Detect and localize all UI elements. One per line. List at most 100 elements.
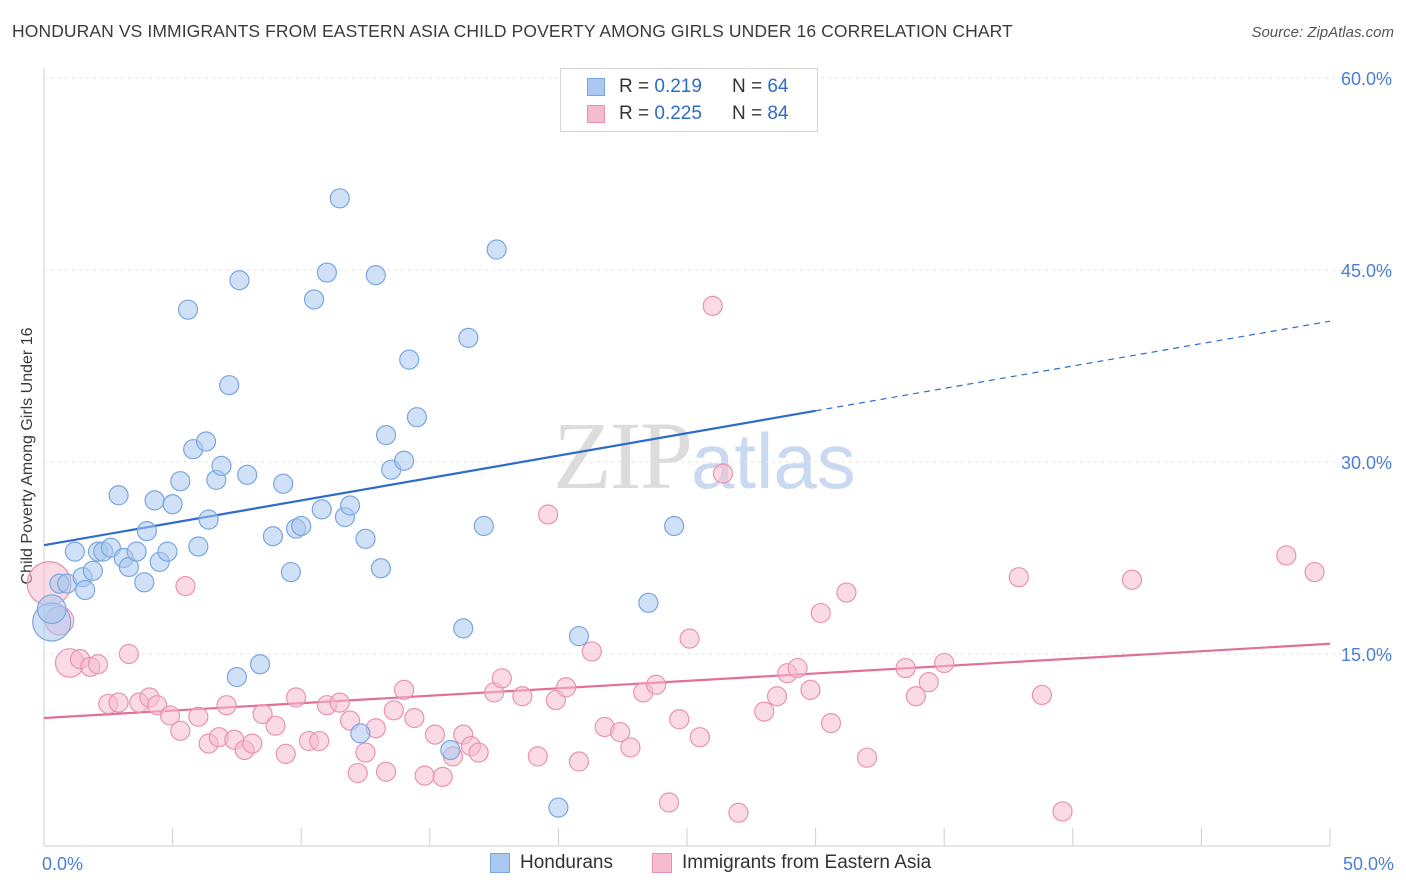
point-immigrants [424,724,446,745]
trend-line-hondurans [43,409,816,547]
y-tick-label: 15.0% [1341,645,1392,665]
legend-item-hondurans: Hondurans [490,852,613,874]
point-immigrants [766,686,788,707]
point-hondurans [162,494,183,515]
point-immigrants [1031,684,1053,706]
point-immigrants [188,706,209,727]
point-hondurans [249,654,271,675]
point-immigrants [856,747,878,768]
point-immigrants [491,668,512,689]
point-hondurans [226,666,247,688]
series-hondurans-points [32,67,762,818]
point-immigrants [527,746,548,767]
point-hondurans [664,515,685,537]
legend-swatch-pink [587,105,605,123]
point-hondurans [440,739,461,761]
point-hondurans [273,473,294,494]
point-hondurans [568,625,590,647]
point-hondurans [473,515,494,537]
grid-lines [44,77,1392,655]
point-immigrants [820,713,842,734]
point-immigrants [265,715,286,736]
point-immigrants [1121,569,1143,590]
legend-n-label: N = [731,103,763,124]
legend-swatch-immigrants [652,853,672,873]
legend-r-label: R = [619,103,650,124]
legend-row-immigrants: R = 0.225 N = 84 [587,102,788,126]
point-immigrants [658,792,680,813]
point-immigrants [728,802,749,823]
legend-row-hondurans: R = 0.219 N = 64 [587,75,788,99]
point-immigrants [329,692,350,713]
point-immigrants [159,705,181,726]
point-immigrants [175,576,196,597]
point-hondurans [329,188,350,209]
legend-swatch-hondurans [490,853,510,873]
point-hondurans [406,407,428,428]
point-hondurans [36,594,67,625]
legend-r-value: 0.219 [654,76,702,97]
point-immigrants [383,700,404,721]
point-hondurans [393,450,415,471]
point-immigrants [108,692,129,713]
point-hondurans [75,579,96,601]
point-immigrants [905,686,927,707]
legend-n-value: 64 [767,76,789,97]
y-tick-label: 30.0% [1341,453,1392,473]
point-immigrants [393,679,415,700]
point-immigrants [468,742,489,763]
series-immigrants-points [26,295,1325,823]
point-immigrants [275,743,296,764]
point-immigrants [242,733,263,754]
point-immigrants [689,727,710,748]
point-immigrants [646,674,667,695]
point-hondurans [291,515,312,537]
point-hondurans [219,375,240,396]
stats-legend: R = 0.219 N = 64 R = 0.225 N = 84 [560,68,818,132]
point-immigrants [347,762,368,784]
point-hondurans [82,560,103,581]
point-immigrants [1276,545,1297,566]
watermark-zip: ZIP [553,402,693,509]
point-immigrants [170,720,191,741]
point-hondurans [355,528,376,549]
point-hondurans [64,541,85,562]
point-immigrants [432,766,453,787]
chart-title: HONDURAN VS IMMIGRANTS FROM EASTERN ASIA… [12,21,1013,41]
point-immigrants [568,751,590,772]
tick-labels: 15.0% 30.0% 45.0% 60.0% 0.0% 50.0% [42,69,1394,874]
point-hondurans [108,485,129,506]
legend-label-hondurans: Hondurans [520,852,613,873]
legend-label-immigrants: Immigrants from Eastern Asia [682,852,932,873]
point-immigrants [512,686,533,707]
point-immigrants [414,765,435,786]
point-immigrants [787,657,808,679]
point-immigrants [216,695,237,716]
point-immigrants [702,295,723,316]
watermark: ZIPatlas [553,400,856,511]
y-tick-label: 45.0% [1341,261,1392,281]
point-hondurans [311,499,332,520]
point-immigrants [679,628,700,649]
series-legend: Hondurans Immigrants from Eastern Asia [0,852,1406,878]
point-immigrants [712,463,734,484]
point-hondurans [375,425,397,446]
y-tick-label: 60.0% [1341,69,1392,89]
point-immigrants [581,641,602,662]
legend-n-value: 84 [767,103,789,124]
point-immigrants [538,504,559,525]
point-immigrants [836,582,857,603]
legend-r-value: 0.225 [654,103,702,124]
point-immigrants [87,654,109,675]
point-hondurans [126,541,147,562]
point-hondurans [458,327,479,348]
point-hondurans [339,495,361,516]
point-immigrants [252,704,273,725]
x-tick-label-min: 0.0% [42,854,83,874]
x-tick-label-max: 50.0% [1343,854,1394,874]
point-hondurans [195,431,217,452]
point-immigrants [118,643,139,665]
point-hondurans [370,558,392,579]
point-immigrants [895,657,916,679]
